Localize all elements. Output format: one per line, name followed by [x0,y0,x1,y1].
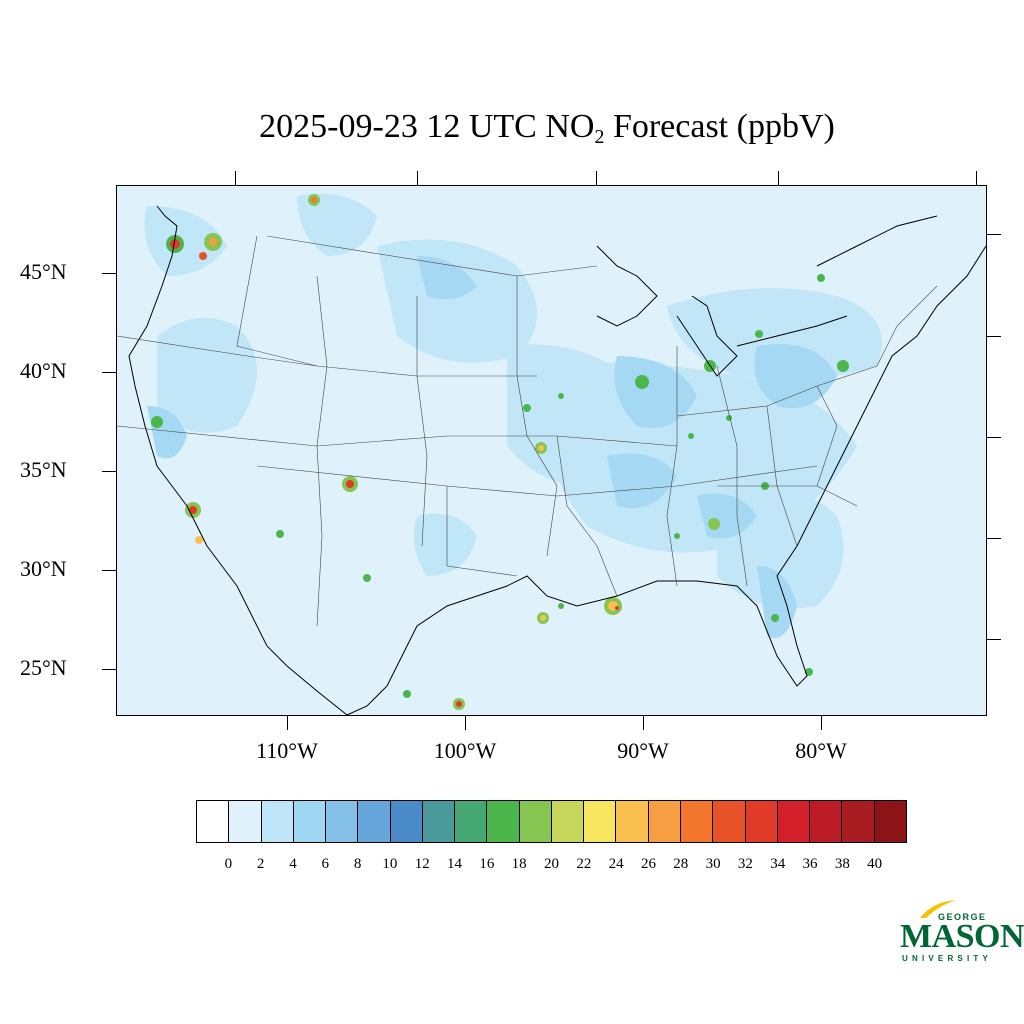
lat-tick-left-3 [102,471,116,472]
lat-tick-right-3 [987,437,1001,438]
colorbar-label: 30 [705,856,721,872]
colorbar [196,800,907,843]
colorbar-label: 40 [867,856,883,872]
colorbar-label: 6 [321,856,330,872]
logo-university: UNIVERSITY [902,954,993,963]
concentration-field [144,193,882,638]
colorbar-label: 0 [224,856,233,872]
colorbar-cell [422,801,456,842]
lon-tick-bottom-2 [465,716,466,730]
colorbar-label: 26 [640,856,656,872]
lat-tick-right-1 [987,234,1001,235]
colorbar-cell [293,801,327,842]
gmu-logo: GEORGE MASON UNIVERSITY [898,898,1024,970]
colorbar-label: 24 [608,856,624,872]
colorbar-label: 38 [834,856,850,872]
colorbar-cell [358,801,391,842]
colorbar-cell [487,801,520,842]
colorbar-label: 32 [737,856,753,872]
lat-tick-left-2 [102,372,116,373]
state-borders [117,235,938,627]
colorbar-label: 20 [544,856,559,872]
lon-tick-top-5 [976,171,977,185]
colorbar-cell [777,801,811,842]
lon-label-90w: 90°W [617,738,669,763]
colorbar-label: 16 [479,856,495,872]
title-prefix: 2025-09-23 12 UTC NO [259,108,595,145]
colorbar-cell [648,801,681,842]
colorbar-cell [810,801,843,842]
logo-swoosh-icon [920,900,956,918]
lon-tick-top-2 [417,171,418,185]
colorbar-cell [455,801,488,842]
lon-tick-top-1 [235,171,236,185]
colorbar-cell [616,801,649,842]
colorbar-cell [261,801,294,842]
colorbar-cell [745,801,778,842]
lon-tick-bottom-1 [287,716,288,730]
lat-tick-left-1 [102,273,116,274]
lon-tick-bottom-4 [821,716,822,730]
forecast-map [116,185,987,716]
colorbar-label: 4 [289,856,297,872]
colorbar-cell [842,801,875,842]
lon-label-110w: 110°W [256,738,318,763]
colorbar-label: 14 [447,856,463,872]
lat-label-40: 40°N [20,358,67,383]
lon-label-80w: 80°W [795,738,847,763]
colorbar-label: 34 [770,856,786,872]
colorbar-cell [390,801,423,842]
logo-mason: MASON [900,918,1024,955]
colorbar-cell [229,801,262,842]
colorbar-label: 2 [256,856,265,872]
lat-tick-left-5 [102,669,116,670]
lat-label-30: 30°N [20,556,67,581]
colorbar-cell [197,801,230,842]
colorbar-label: 18 [511,856,527,872]
coastlines [128,205,986,715]
lat-label-35: 35°N [20,457,67,482]
lon-tick-top-3 [596,171,597,185]
colorbar-cell [551,801,585,842]
colorbar-cell [874,801,906,842]
colorbar-label: 8 [353,856,362,872]
colorbar-cell [713,801,746,842]
colorbar-label: 28 [673,856,689,872]
colorbar-label: 22 [576,856,592,872]
lat-label-45: 45°N [20,259,67,284]
lon-tick-top-4 [778,171,779,185]
map-svg [117,193,986,715]
lat-tick-left-4 [102,570,116,571]
lon-label-100w: 100°W [433,738,497,763]
lat-tick-right-5 [987,639,1001,640]
colorbar-label: 10 [382,856,398,872]
colorbar-label: 12 [414,856,430,872]
lat-tick-right-4 [987,538,1001,539]
title-subscript: 2 [594,126,605,148]
colorbar-cell [584,801,617,842]
colorbar-cell [680,801,714,842]
colorbar-label: 36 [802,856,818,872]
colorbar-cell [519,801,552,842]
map-title: 2025-09-23 12 UTC NO2 Forecast (ppbV) [0,108,1024,149]
logo-george: GEORGE [938,912,987,922]
lon-tick-bottom-3 [643,716,644,730]
lat-tick-right-2 [987,336,1001,337]
title-suffix: Forecast (ppbV) [604,108,835,145]
lat-label-25: 25°N [20,655,67,680]
colorbar-cell [326,801,359,842]
